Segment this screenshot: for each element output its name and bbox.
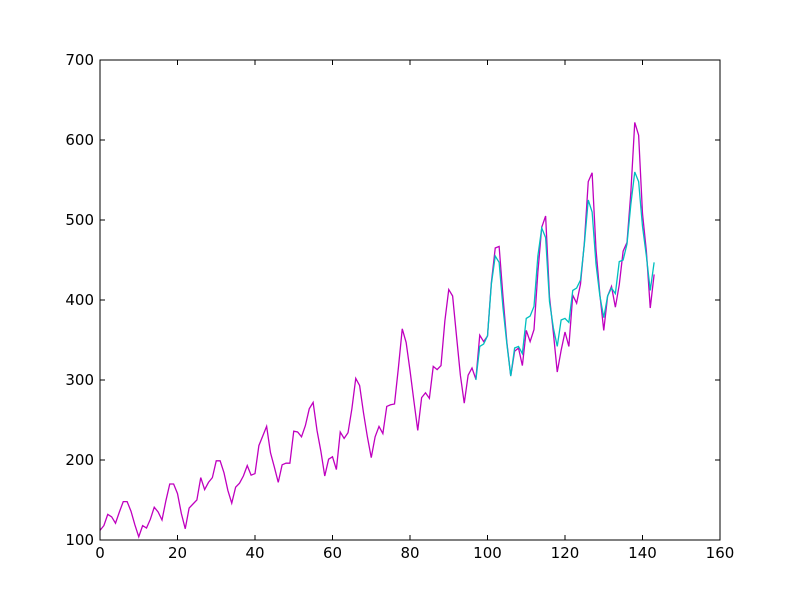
x-tick-label: 40 (245, 544, 264, 562)
x-tick-label: 60 (323, 544, 342, 562)
x-tick-label: 160 (706, 544, 735, 562)
y-tick-label: 600 (65, 131, 94, 149)
line (99, 122, 655, 539)
x-tick-label: 80 (400, 544, 419, 562)
x-tick-label: 20 (168, 544, 187, 562)
y-tick-label: 400 (65, 291, 94, 309)
x-tick-label: 140 (628, 544, 657, 562)
x-tick-label: 120 (551, 544, 580, 562)
y-tick-label: 100 (65, 531, 94, 549)
y-tick-label: 500 (65, 211, 94, 229)
y-tick-label: 300 (65, 371, 94, 389)
line (475, 171, 655, 381)
y-tick-label: 700 (65, 51, 94, 69)
x-tick-label: 0 (95, 544, 105, 562)
x-tick-label: 100 (473, 544, 502, 562)
y-tick-label: 200 (65, 451, 94, 469)
